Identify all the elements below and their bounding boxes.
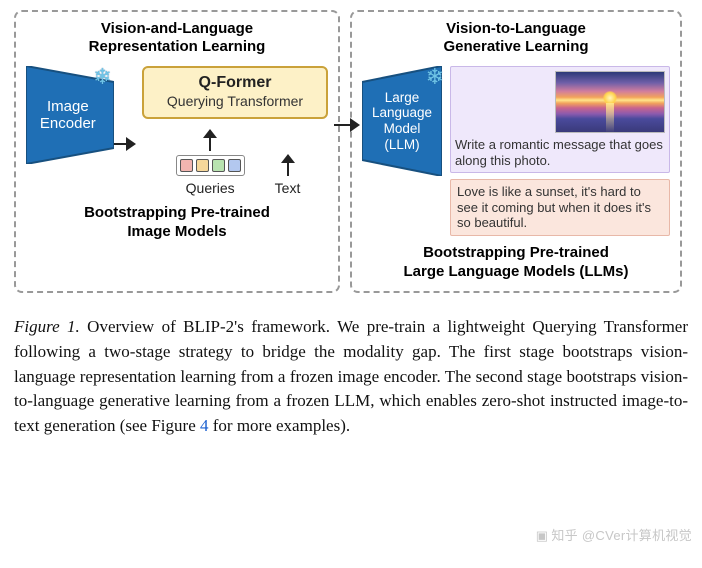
figure-diagram: Vision-and-LanguageRepresentation Learni… (14, 10, 688, 293)
stage-left-title: Vision-and-LanguageRepresentation Learni… (26, 20, 328, 56)
text-input: Text (275, 154, 301, 196)
right-output-column: Write a romantic message that goes along… (450, 66, 670, 236)
qformer-subtitle: Querying Transformer (148, 93, 322, 109)
stage-left-body: ImageEncoder ❄ Q-Former Querying Transfo… (26, 66, 328, 196)
query-token (196, 159, 209, 172)
caption-tail: for more examples). (209, 416, 351, 435)
queries-label: Queries (186, 180, 235, 196)
stage-right-body: LargeLanguageModel(LLM) ❄ Write a romant… (362, 66, 670, 236)
figure-caption: Figure 1. Overview of BLIP-2's framework… (14, 315, 688, 438)
zhihu-icon: ▣ (536, 528, 549, 543)
qformer-title: Q-Former (148, 74, 322, 92)
response-box: Love is like a sunset, it's hard to see … (450, 179, 670, 236)
prompt-box: Write a romantic message that goes along… (450, 66, 670, 173)
sunset-image (555, 71, 665, 133)
stage-right: Vision-to-LanguageGenerative Learning La… (350, 10, 682, 293)
stage-right-bottom: Bootstrapping Pre-trainedLarge Language … (362, 244, 670, 282)
llm-block: LargeLanguageModel(LLM) ❄ (362, 66, 442, 176)
arrow-stage-connector (334, 118, 360, 132)
arrow-text-up (281, 154, 295, 176)
image-encoder-block: ImageEncoder ❄ (26, 66, 108, 164)
query-token (212, 159, 225, 172)
arrow-queries-up (203, 129, 217, 151)
figure-link: 4 (200, 416, 209, 435)
query-tokens (176, 155, 245, 176)
figure-label: Figure 1. (14, 317, 80, 336)
stage-left-bottom: Bootstrapping Pre-trainedImage Models (26, 204, 328, 242)
qformer-column: Q-Former Querying Transformer Queries (142, 66, 328, 196)
qformer-inputs: Queries Text (176, 129, 301, 196)
queries-input: Queries (176, 129, 245, 196)
qformer-block: Q-Former Querying Transformer (142, 66, 328, 119)
snowflake-icon: ❄ (426, 64, 444, 90)
stage-left: Vision-and-LanguageRepresentation Learni… (14, 10, 340, 293)
watermark-text: 知乎 @CVer计算机视觉 (551, 528, 692, 543)
stage-right-title: Vision-to-LanguageGenerative Learning (362, 20, 670, 56)
sun-reflection (606, 103, 614, 133)
snowflake-icon: ❄ (93, 64, 111, 90)
caption-text: Overview of BLIP-2's framework. We pre-t… (14, 317, 688, 435)
query-token (228, 159, 241, 172)
watermark: ▣知乎 @CVer计算机视觉 (536, 525, 692, 544)
query-token (180, 159, 193, 172)
arrow-encoder-to-qformer (114, 137, 136, 151)
text-label: Text (275, 180, 301, 196)
prompt-text: Write a romantic message that goes along… (455, 137, 665, 168)
